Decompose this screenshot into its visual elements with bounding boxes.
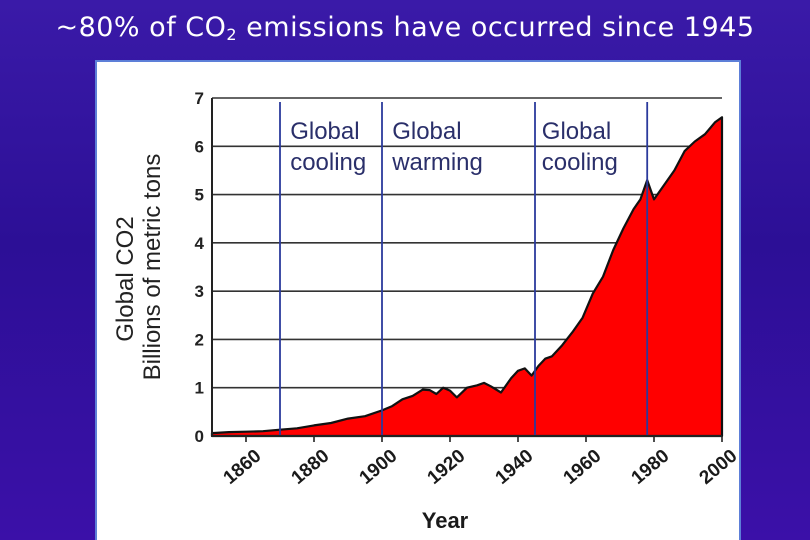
y-tick-label: 6 xyxy=(195,137,204,156)
x-tick-label: 1980 xyxy=(628,446,674,489)
period-dividers xyxy=(279,102,649,436)
x-tick-label: 1860 xyxy=(220,446,266,489)
x-axis-title: Year xyxy=(422,508,469,533)
y-axis-ticks: 0 1 2 3 4 5 6 7 xyxy=(195,89,205,446)
period-annotations: Global cooling Global warming Global cooling xyxy=(290,118,618,176)
grid-lines xyxy=(212,97,722,437)
period-label-line2: warming xyxy=(391,149,483,176)
y-tick-label: 2 xyxy=(195,330,204,349)
x-tick-label: 1900 xyxy=(356,446,402,489)
x-tick-label: 2000 xyxy=(696,446,739,489)
y-tick-label: 0 xyxy=(195,427,204,446)
chart-panel: 0 1 2 3 4 5 6 7 1860 1880 1900 1920 1940 1960 1980 200… xyxy=(97,62,739,540)
period-label-line1: Global xyxy=(392,118,461,145)
slide-title: ~80% of CO2 emissions have occurred sinc… xyxy=(0,12,810,44)
x-tick-label: 1880 xyxy=(288,446,334,489)
y-tick-label: 1 xyxy=(195,379,204,398)
period-label-line2: cooling xyxy=(542,149,618,176)
y-tick-label: 5 xyxy=(195,186,204,205)
x-axis-ticks: 1860 1880 1900 1920 1940 1960 1980 2000 xyxy=(220,436,739,489)
co2-emissions-area xyxy=(210,116,724,438)
x-tick-label: 1960 xyxy=(560,446,606,489)
title-text-rest: emissions have occurred since 1945 xyxy=(237,12,755,43)
y-axis-title-line2: Billions of metric tons xyxy=(139,154,166,381)
period-label-line1: Global xyxy=(542,118,611,145)
x-tick-label: 1940 xyxy=(492,446,538,489)
co2-area-chart: 0 1 2 3 4 5 6 7 1860 1880 1900 1920 1940 1960 1980 200… xyxy=(112,89,739,533)
y-tick-label: 3 xyxy=(195,282,204,301)
title-subscript: 2 xyxy=(226,25,238,44)
title-text: ~80% of CO xyxy=(55,12,227,43)
y-tick-label: 4 xyxy=(195,234,205,253)
period-label-line2: cooling xyxy=(290,149,366,176)
period-label-line1: Global xyxy=(290,118,359,145)
x-tick-label: 1920 xyxy=(424,446,470,489)
y-axis-title-line1: Global CO2 xyxy=(112,216,139,341)
y-tick-label: 7 xyxy=(195,89,204,108)
